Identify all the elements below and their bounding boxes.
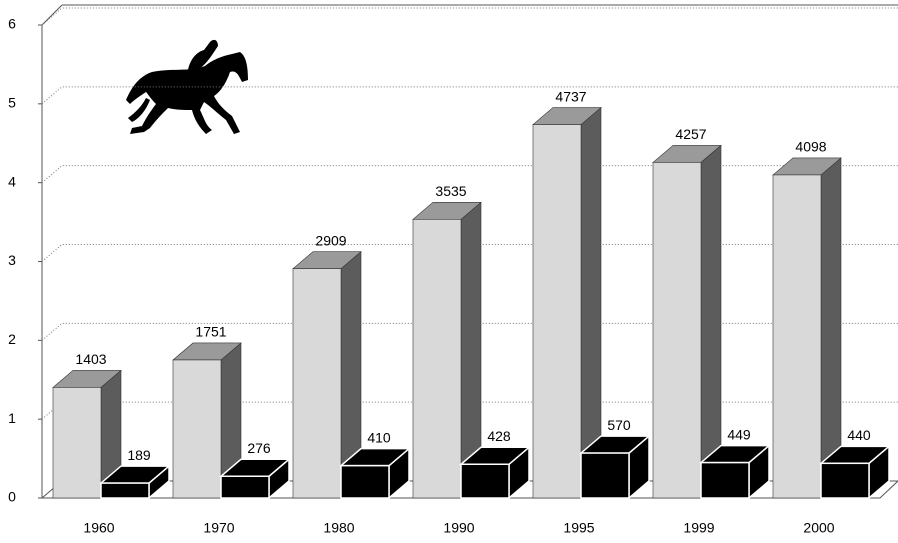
y-tick-label: 6 <box>8 16 16 32</box>
bar <box>292 251 362 499</box>
bar-front <box>820 462 870 499</box>
y-tick-label: 0 <box>8 489 16 505</box>
bar <box>172 342 242 499</box>
grid-line <box>41 7 898 26</box>
data-label: 1751 <box>195 324 226 340</box>
y-tick-label: 2 <box>8 331 16 347</box>
bar-front <box>100 482 150 499</box>
bar-front <box>580 452 630 499</box>
data-label: 276 <box>247 440 271 456</box>
data-label: 4098 <box>795 139 826 155</box>
bar <box>578 434 652 500</box>
x-tick-label: 1995 <box>563 520 594 536</box>
bar-front <box>52 387 102 499</box>
bar-front <box>412 219 462 499</box>
data-label: 4257 <box>675 126 706 142</box>
bar-front <box>172 359 222 499</box>
data-label: 440 <box>847 427 871 443</box>
bar <box>218 457 292 500</box>
y-tick-label: 4 <box>8 173 16 189</box>
bar <box>412 201 482 499</box>
x-tick-label: 1980 <box>323 520 354 536</box>
data-label: 449 <box>727 426 751 442</box>
bar <box>698 443 772 500</box>
bar-front <box>340 464 390 499</box>
x-tick-label: 2000 <box>803 520 834 536</box>
x-tick-label: 1960 <box>83 520 114 536</box>
bar-front <box>532 124 582 499</box>
bar <box>652 144 722 499</box>
y-tick-label: 1 <box>8 410 16 426</box>
bar <box>818 444 892 500</box>
data-label: 570 <box>607 417 631 433</box>
y-tick-label: 5 <box>8 95 16 111</box>
y-tick-label: 3 <box>8 252 16 268</box>
x-tick-label: 1970 <box>203 520 234 536</box>
data-label: 428 <box>487 428 511 444</box>
bar-front <box>292 268 342 499</box>
bar-front <box>772 174 822 499</box>
x-tick-label: 1990 <box>443 520 474 536</box>
bar-side <box>700 144 722 499</box>
data-label: 1403 <box>75 351 106 367</box>
bar <box>98 464 172 500</box>
data-label: 4737 <box>555 88 586 104</box>
bar <box>772 157 842 499</box>
bar <box>52 369 122 499</box>
bar-front <box>460 463 510 499</box>
bar <box>338 447 412 500</box>
grid-line <box>41 165 898 184</box>
data-label: 410 <box>367 429 391 445</box>
data-label: 3535 <box>435 183 466 199</box>
bar <box>458 445 532 500</box>
bar <box>532 106 602 499</box>
bar-front <box>652 162 702 499</box>
horse-silhouette <box>126 39 248 134</box>
bar-front <box>700 461 750 499</box>
bar-side <box>820 157 842 499</box>
data-label: 189 <box>127 447 151 463</box>
bar-front <box>220 475 270 499</box>
x-tick-label: 1999 <box>683 520 714 536</box>
data-label: 2909 <box>315 232 346 248</box>
